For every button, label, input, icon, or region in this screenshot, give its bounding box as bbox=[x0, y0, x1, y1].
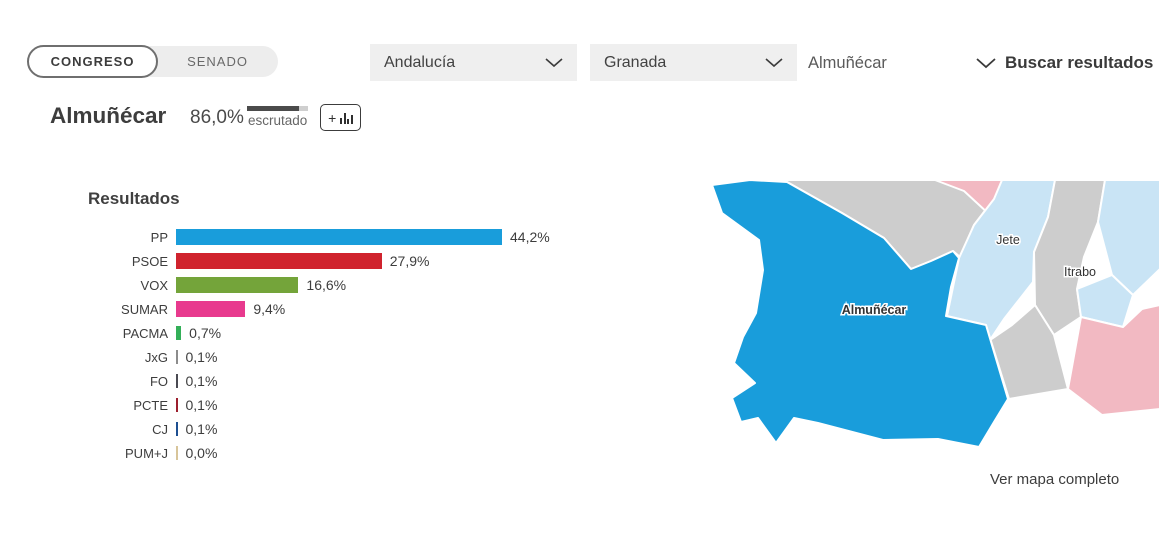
result-bar bbox=[176, 326, 182, 340]
result-bar bbox=[176, 446, 178, 460]
counted-progress-fill bbox=[247, 106, 300, 111]
party-label: PSOE bbox=[131, 253, 168, 269]
counted-progress-bar bbox=[247, 106, 308, 111]
chevron-down-icon bbox=[765, 57, 783, 68]
result-row: PUM+J 0,0% bbox=[88, 441, 550, 465]
result-row: FO 0,1% bbox=[88, 369, 550, 393]
tab-senado[interactable]: SENADO bbox=[187, 54, 248, 69]
result-row: SUMAR 9,4% bbox=[88, 297, 550, 321]
map-region-almunecar[interactable] bbox=[711, 179, 1009, 448]
party-label: PCTE bbox=[133, 397, 168, 413]
result-row: VOX 16,6% bbox=[88, 273, 550, 297]
result-value: 16,6% bbox=[306, 277, 347, 293]
page-title: Almuñécar bbox=[50, 103, 167, 128]
result-bar bbox=[176, 301, 246, 317]
results-chart: PP 44,2% PSOE 27,9% VOX 16,6% SUMAR 9,4% PACMA 0,… bbox=[88, 225, 550, 465]
result-value: 9,4% bbox=[253, 301, 286, 317]
party-label: VOX bbox=[140, 277, 168, 293]
province-select[interactable]: Granada bbox=[590, 44, 797, 81]
bar-chart-icon bbox=[340, 112, 353, 124]
result-value: 0,1% bbox=[185, 421, 218, 437]
result-row: PP 44,2% bbox=[88, 225, 550, 249]
result-row: PCTE 0,1% bbox=[88, 393, 550, 417]
party-label: SUMAR bbox=[121, 301, 168, 317]
result-value: 0,1% bbox=[185, 349, 218, 365]
chamber-tab-group: CONGRESO SENADO bbox=[27, 45, 278, 78]
result-row: CJ 0,1% bbox=[88, 417, 550, 441]
counted-label: escrutado bbox=[248, 113, 308, 128]
chevron-down-icon bbox=[545, 57, 563, 68]
party-label: PACMA bbox=[122, 325, 168, 341]
result-bar bbox=[176, 422, 178, 436]
search-results-button[interactable]: Buscar resultados bbox=[976, 48, 1153, 78]
map-region-southeast-pink[interactable] bbox=[1067, 304, 1160, 416]
plus-icon: + bbox=[328, 109, 337, 126]
party-label: FO bbox=[149, 373, 168, 389]
chevron-down-icon bbox=[976, 57, 996, 69]
results-heading: Resultados bbox=[88, 189, 180, 208]
result-bar bbox=[176, 350, 178, 364]
result-row: PACMA 0,7% bbox=[88, 321, 550, 345]
result-value: 44,2% bbox=[510, 229, 550, 245]
region-select-value: Andalucía bbox=[384, 53, 456, 71]
counted-percentage: 86,0% bbox=[190, 107, 244, 128]
result-row: PSOE 27,9% bbox=[88, 249, 550, 273]
region-select[interactable]: Andalucía bbox=[370, 44, 577, 81]
municipality-input[interactable] bbox=[808, 50, 968, 76]
party-label: PUM+J bbox=[125, 445, 168, 461]
result-bar bbox=[176, 277, 299, 293]
result-bar bbox=[176, 253, 382, 269]
result-bar bbox=[176, 229, 502, 245]
result-row: JxG 0,1% bbox=[88, 345, 550, 369]
result-value: 0,0% bbox=[185, 445, 218, 461]
municipality-map: Almuñécar Jete Itrabo bbox=[702, 177, 1160, 462]
view-full-map-link[interactable]: Ver mapa completo bbox=[990, 471, 1120, 488]
result-value: 0,1% bbox=[185, 397, 218, 413]
province-select-value: Granada bbox=[604, 53, 667, 71]
result-value: 27,9% bbox=[389, 253, 430, 269]
result-value: 0,7% bbox=[189, 325, 222, 341]
result-value: 0,1% bbox=[185, 373, 218, 389]
tab-congreso[interactable]: CONGRESO bbox=[27, 45, 159, 78]
result-bar bbox=[176, 398, 178, 412]
search-results-label: Buscar resultados bbox=[1005, 53, 1154, 72]
result-bar bbox=[176, 374, 178, 388]
party-label: JxG bbox=[144, 349, 168, 365]
add-comparison-button[interactable]: + bbox=[320, 104, 361, 131]
party-label: PP bbox=[150, 229, 168, 245]
party-label: CJ bbox=[152, 421, 168, 437]
map-region-east-lightblue[interactable] bbox=[1076, 274, 1134, 328]
